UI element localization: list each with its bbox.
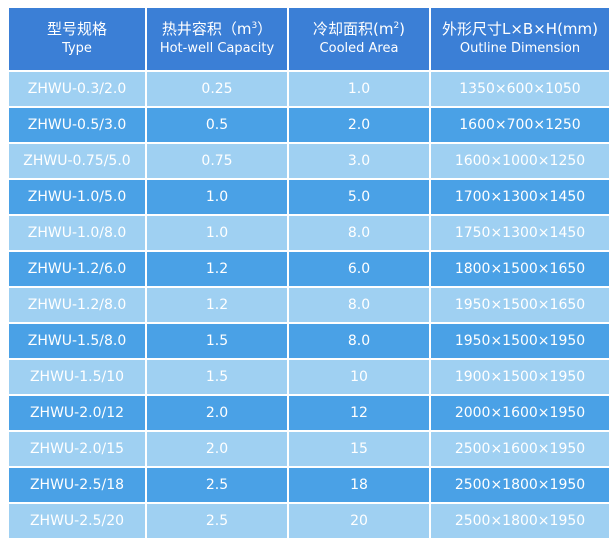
type-cell: ZHWU-0.75/5.0 <box>9 144 145 178</box>
table-row: ZHWU-1.0/8.0 1.0 8.0 1750×1300×1450 <box>9 216 609 250</box>
area-cell: 5.0 <box>289 180 429 214</box>
dimension-cell: 1950×1500×1650 <box>431 288 609 322</box>
dimension-cell: 2500×1800×1950 <box>431 468 609 502</box>
type-cell: ZHWU-1.0/8.0 <box>9 216 145 250</box>
table-row: ZHWU-1.2/8.0 1.2 8.0 1950×1500×1650 <box>9 288 609 322</box>
dimension-cell: 1350×600×1050 <box>431 72 609 106</box>
type-cell: ZHWU-0.3/2.0 <box>9 72 145 106</box>
header-capacity-zh: 热井容积（m3） <box>161 20 273 38</box>
type-cell: ZHWU-0.5/3.0 <box>9 108 145 142</box>
header-area-zh: 冷却面积(m2) <box>312 20 406 38</box>
type-cell: ZHWU-1.2/6.0 <box>9 252 145 286</box>
area-cell: 8.0 <box>289 216 429 250</box>
area-cell: 1.0 <box>289 72 429 106</box>
table-row: ZHWU-1.5/10 1.5 10 1900×1500×1950 <box>9 360 609 394</box>
header-type-zh: 型号规格 <box>46 20 107 38</box>
table-row: ZHWU-2.0/15 2.0 15 2500×1600×1950 <box>9 432 609 466</box>
table-row: ZHWU-2.5/18 2.5 18 2500×1800×1950 <box>9 468 609 502</box>
table-row: ZHWU-0.5/3.0 0.5 2.0 1600×700×1250 <box>9 108 609 142</box>
type-cell: ZHWU-2.5/20 <box>9 504 145 538</box>
table-row: ZHWU-2.0/12 2.0 12 2000×1600×1950 <box>9 396 609 430</box>
capacity-cell: 1.5 <box>147 360 287 394</box>
table-row: ZHWU-1.5/8.0 1.5 8.0 1950×1500×1950 <box>9 324 609 358</box>
area-cell: 8.0 <box>289 288 429 322</box>
area-cell: 2.0 <box>289 108 429 142</box>
capacity-cell: 1.2 <box>147 288 287 322</box>
area-cell: 18 <box>289 468 429 502</box>
table-row: ZHWU-0.3/2.0 0.25 1.0 1350×600×1050 <box>9 72 609 106</box>
header-area: 冷却面积(m2) Cooled Area <box>289 8 429 70</box>
type-cell: ZHWU-1.2/8.0 <box>9 288 145 322</box>
capacity-cell: 1.0 <box>147 180 287 214</box>
table-row: ZHWU-2.5/20 2.5 20 2500×1800×1950 <box>9 504 609 538</box>
header-row: 型号规格 Type 热井容积（m3） Hot-well Capacity 冷却面… <box>9 8 609 70</box>
dimension-cell: 1950×1500×1950 <box>431 324 609 358</box>
type-cell: ZHWU-1.0/5.0 <box>9 180 145 214</box>
capacity-cell: 2.5 <box>147 504 287 538</box>
dimension-cell: 1800×1500×1650 <box>431 252 609 286</box>
type-cell: ZHWU-2.0/12 <box>9 396 145 430</box>
dimension-cell: 1700×1300×1450 <box>431 180 609 214</box>
area-cell: 15 <box>289 432 429 466</box>
header-capacity: 热井容积（m3） Hot-well Capacity <box>147 8 287 70</box>
capacity-cell: 2.0 <box>147 432 287 466</box>
header-type: 型号规格 Type <box>9 8 145 70</box>
capacity-cell: 2.0 <box>147 396 287 430</box>
header-area-en: Cooled Area <box>319 41 399 56</box>
header-capacity-en: Hot-well Capacity <box>159 41 275 56</box>
area-cell: 12 <box>289 396 429 430</box>
capacity-cell: 1.2 <box>147 252 287 286</box>
table-row: ZHWU-0.75/5.0 0.75 3.0 1600×1000×1250 <box>9 144 609 178</box>
spec-table-container: 型号规格 Type 热井容积（m3） Hot-well Capacity 冷却面… <box>7 6 609 540</box>
header-dimension-zh: 外形尺寸L×B×H(mm) <box>442 20 598 38</box>
area-cell: 3.0 <box>289 144 429 178</box>
dimension-cell: 1900×1500×1950 <box>431 360 609 394</box>
type-cell: ZHWU-1.5/8.0 <box>9 324 145 358</box>
capacity-cell: 0.5 <box>147 108 287 142</box>
area-cell: 6.0 <box>289 252 429 286</box>
header-dimension-en: Outline Dimension <box>459 41 581 56</box>
dimension-cell: 1600×1000×1250 <box>431 144 609 178</box>
area-cell: 20 <box>289 504 429 538</box>
capacity-cell: 0.25 <box>147 72 287 106</box>
dimension-cell: 2500×1800×1950 <box>431 504 609 538</box>
capacity-cell: 1.5 <box>147 324 287 358</box>
dimension-cell: 1600×700×1250 <box>431 108 609 142</box>
table-row: ZHWU-1.0/5.0 1.0 5.0 1700×1300×1450 <box>9 180 609 214</box>
dimension-cell: 1750×1300×1450 <box>431 216 609 250</box>
capacity-cell: 2.5 <box>147 468 287 502</box>
table-row: ZHWU-1.2/6.0 1.2 6.0 1800×1500×1650 <box>9 252 609 286</box>
dimension-cell: 2500×1600×1950 <box>431 432 609 466</box>
spec-table: 型号规格 Type 热井容积（m3） Hot-well Capacity 冷却面… <box>7 6 611 540</box>
capacity-cell: 1.0 <box>147 216 287 250</box>
header-dimension: 外形尺寸L×B×H(mm) Outline Dimension <box>431 8 609 70</box>
area-cell: 10 <box>289 360 429 394</box>
capacity-cell: 0.75 <box>147 144 287 178</box>
type-cell: ZHWU-2.5/18 <box>9 468 145 502</box>
area-cell: 8.0 <box>289 324 429 358</box>
type-cell: ZHWU-1.5/10 <box>9 360 145 394</box>
header-type-en: Type <box>62 41 92 56</box>
dimension-cell: 2000×1600×1950 <box>431 396 609 430</box>
type-cell: ZHWU-2.0/15 <box>9 432 145 466</box>
